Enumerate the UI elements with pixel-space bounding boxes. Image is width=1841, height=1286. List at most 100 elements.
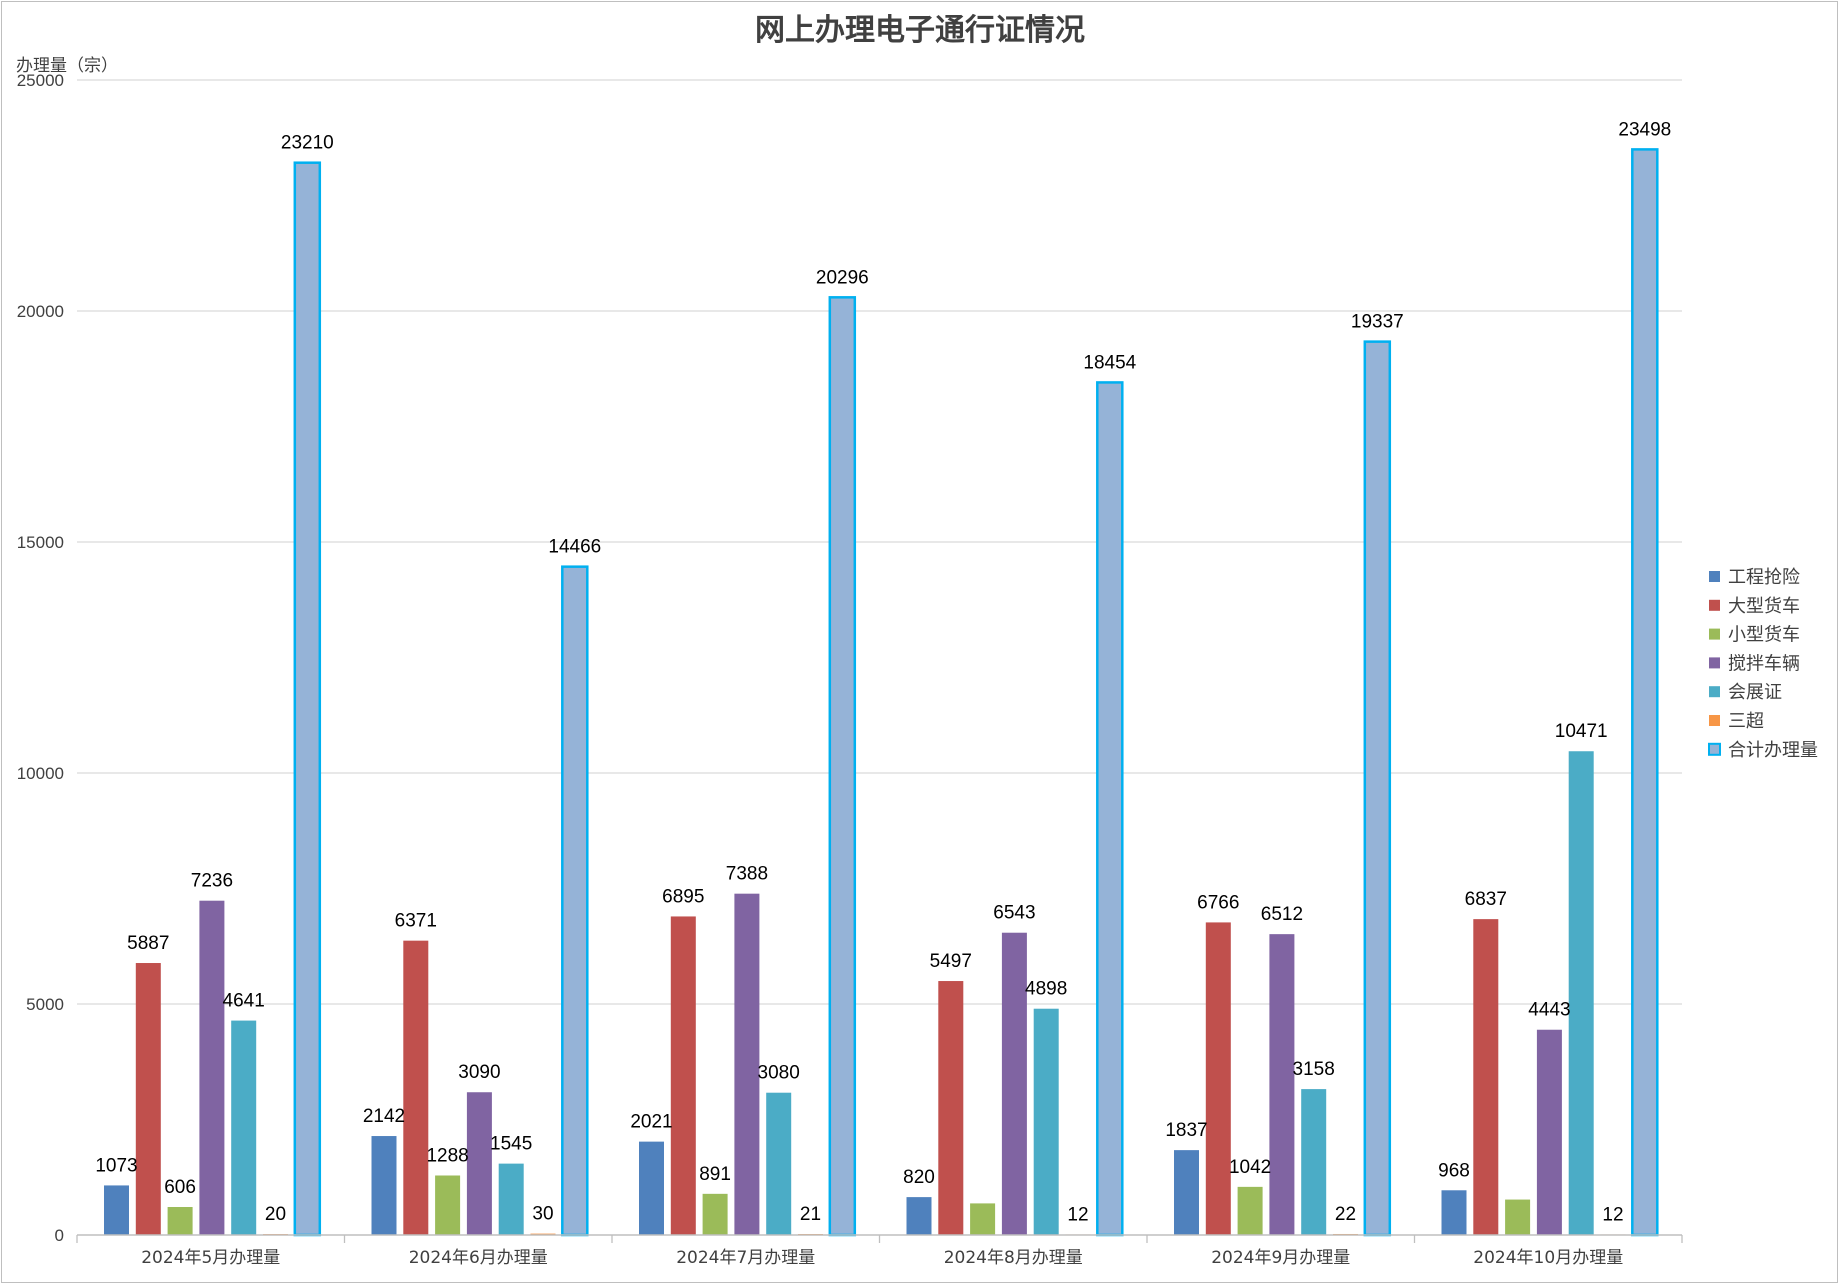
data-label: 7388 [726,864,768,885]
bar [466,1092,492,1235]
data-label: 14466 [548,537,601,558]
data-label: 30 [532,1204,553,1225]
legend-swatch [1708,742,1721,756]
bar [1301,1089,1327,1235]
bar [1205,922,1231,1235]
y-tick-label: 0 [55,1226,64,1245]
x-tick-label: 2024年7月办理量 [676,1248,815,1268]
bar [1096,381,1124,1237]
data-label: 20 [265,1204,286,1225]
data-label: 4443 [1528,1000,1570,1021]
data-label: 2021 [630,1112,672,1133]
y-tick-label: 5000 [26,995,64,1014]
data-label: 21 [800,1204,821,1225]
legend-label: 会展证 [1728,682,1782,703]
bar [906,1197,932,1235]
chart-title: 网上办理电子通行证情况 [755,13,1085,48]
bar [1441,1190,1467,1235]
data-label: 6895 [662,886,704,907]
axes: 0 5000 10000 15000 20000 25000 2024年5月办理量 2024年… [17,71,1683,1268]
legend-label: 大型货车 [1728,596,1800,617]
data-label: 5887 [127,933,169,954]
bar [1631,148,1659,1237]
bar [1001,932,1027,1235]
bar [1473,919,1499,1235]
legend-label: 搅拌车辆 [1728,653,1800,674]
data-label: 4641 [223,991,265,1012]
y-tick-label: 10000 [17,764,64,783]
legend-swatch [1709,657,1720,669]
x-tick-label: 2024年8月办理量 [944,1248,1083,1268]
bar [1237,1186,1263,1235]
bar [734,893,760,1235]
legend-swatch [1709,628,1720,640]
bar [135,963,161,1235]
y-tick-label: 15000 [17,533,64,552]
bar [199,900,225,1235]
bar [702,1193,728,1235]
data-label: 968 [1438,1160,1470,1181]
bar [498,1163,524,1235]
data-label: 6512 [1261,904,1303,925]
bar [938,981,964,1235]
bar [639,1141,664,1235]
bar [766,1092,792,1235]
data-label: 1073 [95,1155,137,1176]
data-label: 820 [903,1167,935,1188]
x-tick-label: 2024年9月办理量 [1211,1248,1350,1268]
data-label: 3158 [1293,1059,1335,1080]
bar [1568,751,1594,1235]
data-label: 3080 [758,1063,800,1084]
data-label: 23210 [281,133,334,154]
bar [167,1207,193,1235]
bar [231,1020,257,1235]
bars [104,148,1659,1237]
x-tick-label: 2024年10月办理量 [1473,1248,1623,1268]
legend-swatch [1709,715,1720,726]
bar [403,940,429,1235]
data-label: 7236 [191,871,233,892]
data-label: 6543 [993,903,1035,924]
legend-label: 合计办理量 [1728,740,1818,761]
data-label: 23498 [1618,119,1671,140]
bar [1033,1008,1059,1235]
legend-label: 三超 [1728,711,1764,732]
y-tick-label: 25000 [17,71,64,90]
data-label: 5497 [930,951,972,972]
data-label: 3090 [458,1062,500,1083]
legend-label: 小型货车 [1728,625,1800,646]
bar [1505,1199,1531,1235]
data-labels: 1073 5887 606 7236 4641 20 23210 2142 6371 1288 30… [95,119,1671,1225]
bar [1174,1150,1199,1235]
data-label: 12 [1067,1204,1088,1225]
data-label: 2142 [363,1106,405,1127]
data-label: 6766 [1197,892,1239,913]
bar [1269,934,1295,1235]
data-label: 22 [1335,1204,1356,1225]
bar [561,565,589,1237]
y-axis-label: 办理量（宗） [16,56,118,76]
bar [1536,1029,1562,1235]
legend-swatch [1709,686,1720,698]
data-label: 6371 [395,911,437,932]
bar [670,916,696,1235]
data-label: 19337 [1351,312,1404,333]
bar [104,1185,129,1235]
x-tick-label: 2024年5月办理量 [141,1248,280,1268]
bar [371,1136,397,1235]
bar [1363,340,1392,1237]
data-label: 1042 [1229,1157,1271,1178]
bar [828,296,857,1237]
legend-label: 工程抢险 [1728,567,1800,588]
legend-swatch [1709,599,1720,611]
data-label: 1545 [490,1134,532,1155]
bar [970,1203,996,1235]
data-label: 12 [1602,1204,1623,1225]
bar [293,161,322,1237]
data-label: 18454 [1083,352,1136,373]
data-label: 891 [699,1164,731,1185]
data-label: 1288 [426,1145,468,1166]
